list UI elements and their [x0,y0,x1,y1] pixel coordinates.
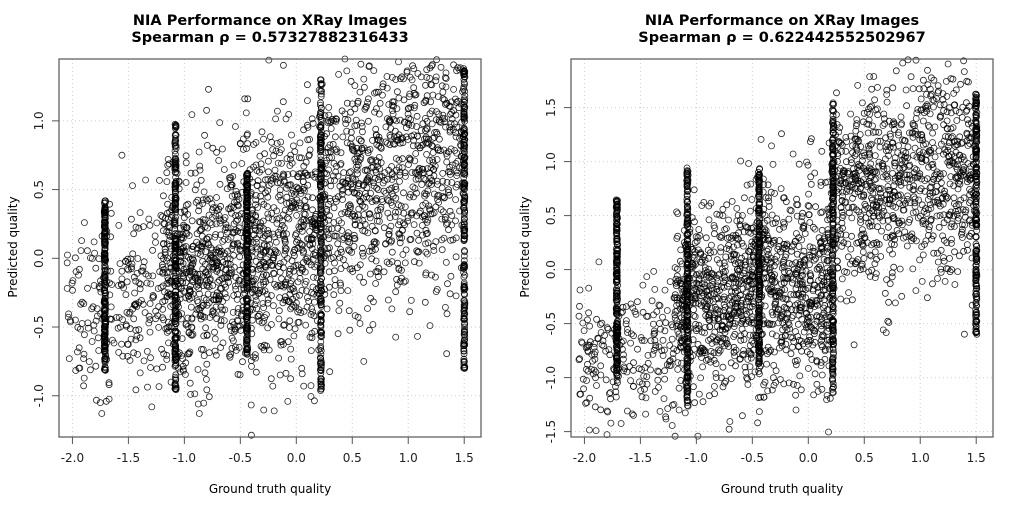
chart-title: NIA Performance on XRay Images Spearman … [14,13,526,47]
y-tick-label: 0.0 [544,260,558,279]
plot-frame [58,58,482,438]
x-tick-label: 1.0 [911,451,930,465]
title-line-2-spearman: Spearman ρ = 0.622442552502967 [638,30,926,46]
y-tick-label: 1.0 [544,152,558,171]
x-tick-label: -1.5 [629,451,652,465]
y-tick-label: 0.5 [544,206,558,225]
x-tick-label: 0.0 [287,451,306,465]
y-axis-label: Predicted quality [518,196,532,298]
x-tick-label: -1.0 [685,451,708,465]
x-tick-label: -2.0 [573,451,596,465]
chart-title: NIA Performance on XRay Images Spearman … [526,13,1024,47]
x-axis-label: Ground truth quality [720,482,844,496]
x-axis: -2.0 -1.5 -1.0 -0.5 0.0 0.5 1.0 1.5 [573,437,986,465]
y-tick-label: -1.0 [544,366,558,389]
y-axis: -1.5 -1.0 -0.5 0.0 0.5 1.0 1.5 [544,98,571,443]
title-line-1: NIA Performance on XRay Images [644,13,920,29]
x-tick-label: 0.5 [855,451,874,465]
y-tick-label: -0.5 [544,312,558,335]
left-chart-panel: NIA Performance on XRay Images Spearman … [6,13,482,496]
y-tick-label: -1.0 [32,384,46,407]
data-points [575,56,981,440]
data-points [63,55,469,439]
x-tick-label: -0.5 [229,451,252,465]
y-tick-label: 1.5 [544,98,558,117]
x-tick-label: -2.0 [61,451,84,465]
y-tick-label: 0.5 [32,180,46,199]
x-tick-label: 1.5 [967,451,986,465]
right-chart-panel: NIA Performance on XRay Images Spearman … [512,0,1024,512]
scatter-plot-left: -2.0 -1.5 -1.0 -0.5 0.0 0.5 1.0 1.5 -1.0 -0.5 0.0 0… [32,55,482,465]
plot-frame [570,58,994,438]
x-axis: -2.0 -1.5 -1.0 -0.5 0.0 0.5 1.0 1.5 [61,437,474,465]
x-tick-label: 1.5 [455,451,474,465]
y-tick-label: -0.5 [32,315,46,338]
x-tick-label: -1.5 [117,451,140,465]
y-tick-label: 1.0 [32,111,46,130]
x-axis-label: Ground truth quality [208,482,332,496]
title-line-1: NIA Performance on XRay Images [132,13,408,29]
y-tick-label: -1.5 [544,420,558,443]
title-line-2-spearman: Spearman ρ = 0.57327882316433 [131,30,409,46]
y-tick-label: 0.0 [32,249,46,268]
y-axis: -1.0 -0.5 0.0 0.5 1.0 [32,111,59,407]
scatter-plot-right: -2.0 -1.5 -1.0 -0.5 0.0 0.5 1.0 1.5 -1.5 -1.0 -0.5… [544,56,994,465]
y-axis-label: Predicted quality [6,196,20,298]
x-tick-label: 0.0 [799,451,818,465]
x-tick-label: -1.0 [173,451,196,465]
x-tick-label: -0.5 [741,451,764,465]
x-tick-label: 1.0 [399,451,418,465]
x-tick-label: 0.5 [343,451,362,465]
